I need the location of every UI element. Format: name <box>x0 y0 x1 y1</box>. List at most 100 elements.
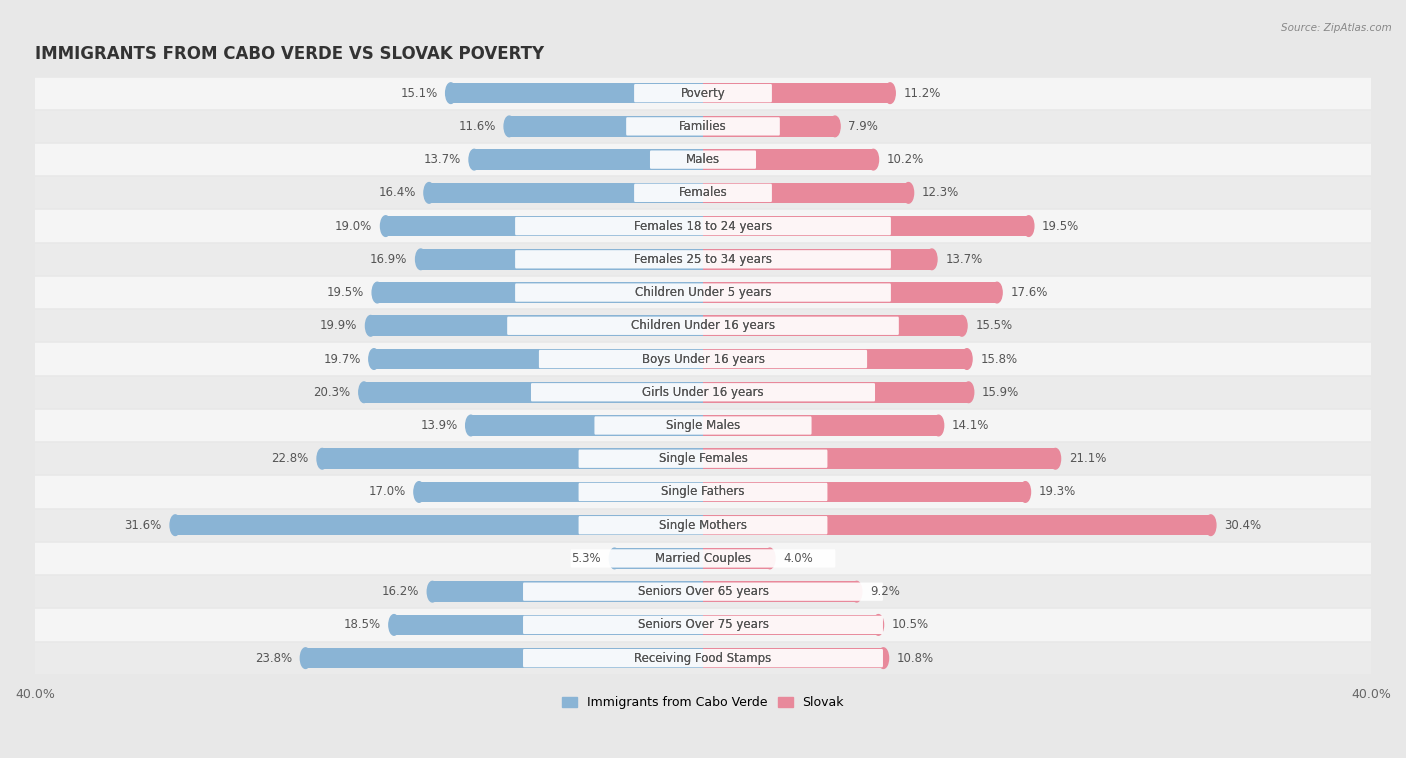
Circle shape <box>962 349 972 369</box>
Bar <box>0 376 1406 409</box>
Bar <box>509 116 703 136</box>
Text: 13.7%: 13.7% <box>945 253 983 266</box>
Bar <box>703 116 835 136</box>
Text: Families: Families <box>679 120 727 133</box>
Circle shape <box>879 648 889 669</box>
Bar <box>394 615 703 635</box>
Bar <box>364 382 703 402</box>
Bar <box>322 449 703 469</box>
Text: Females: Females <box>679 186 727 199</box>
Bar <box>703 149 873 170</box>
Text: Single Mothers: Single Mothers <box>659 518 747 531</box>
FancyBboxPatch shape <box>515 217 891 235</box>
Text: Girls Under 16 years: Girls Under 16 years <box>643 386 763 399</box>
Bar <box>703 581 856 602</box>
FancyBboxPatch shape <box>508 317 898 335</box>
Bar <box>0 641 1406 675</box>
FancyBboxPatch shape <box>515 250 891 268</box>
Text: 19.7%: 19.7% <box>323 352 360 365</box>
Text: 31.6%: 31.6% <box>125 518 162 531</box>
Bar <box>433 581 703 602</box>
Text: Seniors Over 75 years: Seniors Over 75 years <box>637 619 769 631</box>
Text: Children Under 5 years: Children Under 5 years <box>634 286 772 299</box>
Text: Girls Under 16 years: Girls Under 16 years <box>643 386 763 399</box>
Circle shape <box>389 615 399 635</box>
Text: 15.1%: 15.1% <box>401 86 437 99</box>
Bar <box>0 575 1406 608</box>
Text: Single Males: Single Males <box>666 419 740 432</box>
Circle shape <box>170 515 180 535</box>
Bar <box>385 216 703 236</box>
Bar <box>703 481 1025 503</box>
Text: Children Under 16 years: Children Under 16 years <box>631 319 775 332</box>
Circle shape <box>465 415 477 436</box>
Bar <box>0 77 1406 110</box>
Circle shape <box>934 415 943 436</box>
FancyBboxPatch shape <box>634 183 772 202</box>
Bar <box>703 83 890 103</box>
Bar <box>703 515 1211 535</box>
Text: Poverty: Poverty <box>681 86 725 99</box>
Text: 4.0%: 4.0% <box>783 552 813 565</box>
Text: Females 25 to 34 years: Females 25 to 34 years <box>634 253 772 266</box>
FancyBboxPatch shape <box>531 383 875 402</box>
Circle shape <box>963 382 974 402</box>
Bar <box>371 315 703 336</box>
Circle shape <box>316 449 328 469</box>
Bar <box>474 149 703 170</box>
Text: Females 18 to 24 years: Females 18 to 24 years <box>634 220 772 233</box>
Text: Females: Females <box>679 186 727 199</box>
Text: Males: Males <box>686 153 720 166</box>
Text: 15.8%: 15.8% <box>980 352 1018 365</box>
Circle shape <box>505 116 515 136</box>
Text: 13.7%: 13.7% <box>423 153 461 166</box>
Circle shape <box>470 149 479 170</box>
Circle shape <box>765 548 775 568</box>
Text: Children Under 5 years: Children Under 5 years <box>634 286 772 299</box>
Bar <box>703 648 883 669</box>
Bar <box>703 615 879 635</box>
FancyBboxPatch shape <box>523 649 883 667</box>
Text: 7.9%: 7.9% <box>848 120 879 133</box>
FancyBboxPatch shape <box>579 483 827 501</box>
Text: 17.6%: 17.6% <box>1011 286 1047 299</box>
Circle shape <box>381 216 391 236</box>
Bar <box>374 349 703 369</box>
Text: Receiving Food Stamps: Receiving Food Stamps <box>634 652 772 665</box>
FancyBboxPatch shape <box>523 615 883 634</box>
Bar <box>377 282 703 303</box>
Bar <box>0 608 1406 641</box>
Bar <box>703 216 1029 236</box>
Bar <box>703 449 1056 469</box>
Text: 30.4%: 30.4% <box>1225 518 1261 531</box>
Bar <box>0 110 1406 143</box>
FancyBboxPatch shape <box>538 350 868 368</box>
Text: 20.3%: 20.3% <box>314 386 350 399</box>
Circle shape <box>359 382 370 402</box>
Text: Seniors Over 65 years: Seniors Over 65 years <box>637 585 769 598</box>
Circle shape <box>416 249 426 270</box>
Text: Seniors Over 65 years: Seniors Over 65 years <box>637 585 769 598</box>
Text: 10.2%: 10.2% <box>887 153 924 166</box>
Text: 19.0%: 19.0% <box>335 220 373 233</box>
Text: 15.5%: 15.5% <box>976 319 1012 332</box>
Bar <box>0 343 1406 376</box>
Bar <box>0 209 1406 243</box>
FancyBboxPatch shape <box>579 449 827 468</box>
Text: Single Mothers: Single Mothers <box>659 518 747 531</box>
Circle shape <box>956 315 967 336</box>
Circle shape <box>873 615 883 635</box>
Bar <box>0 276 1406 309</box>
FancyBboxPatch shape <box>595 416 811 434</box>
Circle shape <box>927 249 936 270</box>
Bar <box>0 177 1406 209</box>
Text: Poverty: Poverty <box>681 86 725 99</box>
Bar <box>305 648 703 669</box>
Bar <box>703 349 967 369</box>
Text: 23.8%: 23.8% <box>254 652 292 665</box>
Bar <box>451 83 703 103</box>
Text: 11.6%: 11.6% <box>458 120 496 133</box>
Text: 9.2%: 9.2% <box>870 585 900 598</box>
Bar <box>703 315 962 336</box>
Text: 19.9%: 19.9% <box>321 319 357 332</box>
